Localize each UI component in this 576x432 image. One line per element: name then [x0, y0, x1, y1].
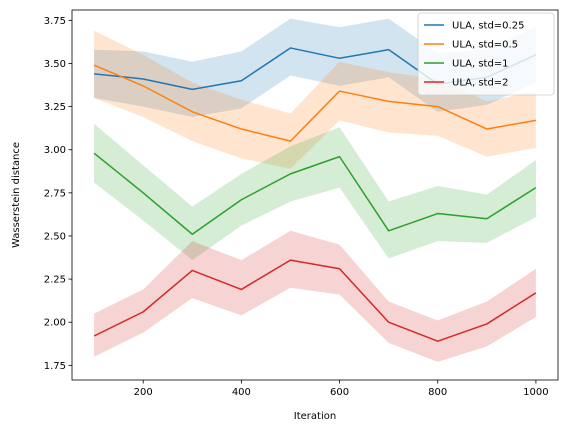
y-tick-label: 2.25: [44, 275, 66, 286]
x-axis-label: Iteration: [294, 411, 336, 422]
y-tick-label: 2.75: [44, 188, 66, 199]
legend-label-1: ULA, std=0.25: [452, 21, 524, 32]
x-axis-ticks: 200 400 600 800 1000: [134, 380, 549, 398]
y-axis-label: Wasserstein distance: [11, 142, 22, 248]
legend-label-2: ULA, std=0.5: [452, 40, 518, 51]
y-tick-label: 3.75: [44, 16, 66, 27]
legend: ULA, std=0.25 ULA, std=0.5 ULA, std=1 ULA, …: [417, 12, 555, 96]
y-tick-label: 1.75: [44, 361, 66, 372]
confidence-band-2: [94, 30, 536, 169]
x-tick-label: 800: [428, 387, 447, 398]
y-tick-label: 3.00: [44, 145, 66, 156]
x-tick-label: 400: [232, 387, 251, 398]
series-line-3: [93, 152, 537, 235]
y-tick-label: 2.00: [44, 318, 66, 329]
confidence-band-4: [94, 230, 536, 362]
plot-frame: [71, 9, 559, 381]
legend-box: [417, 12, 555, 96]
x-tick-label: 200: [134, 387, 153, 398]
y-tick-label: 2.50: [44, 231, 66, 242]
x-tick-label: 600: [330, 387, 349, 398]
legend-label-4: ULA, std=2: [452, 78, 509, 89]
y-tick-label: 3.50: [44, 59, 66, 70]
x-tick-label: 1000: [523, 387, 548, 398]
legend-label-3: ULA, std=1: [452, 59, 509, 70]
series-line-2: [93, 64, 537, 142]
y-tick-label: 3.25: [44, 102, 66, 113]
series-line-4: [93, 259, 537, 342]
y-axis-ticks: 1.75 2.00 2.25 2.50 2.75 3.00 3.25 3.50 3.75: [44, 16, 72, 372]
